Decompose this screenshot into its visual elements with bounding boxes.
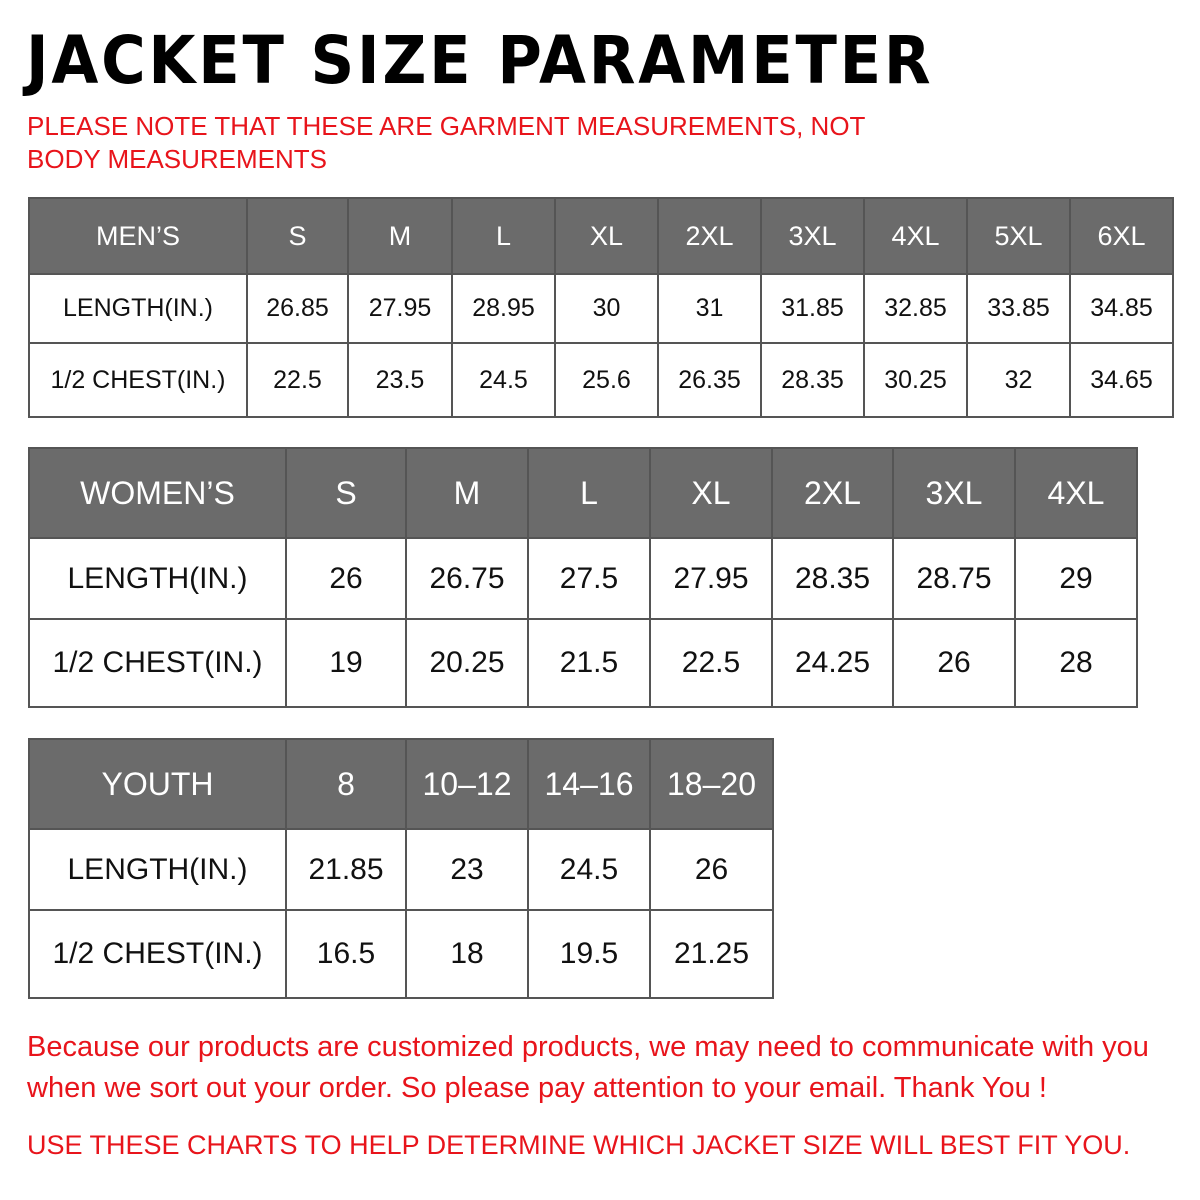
value-cell: 22.5 [649, 618, 773, 708]
value-cell: 30 [554, 273, 659, 344]
table-row: 1/2 CHEST(IN.) 22.5 23.5 24.5 25.6 26.35 28.35… [28, 342, 1174, 418]
table-header-row: YOUTH 8 10–12 14–16 18–20 [28, 738, 774, 830]
table-header-row: MEN’S S M L XL 2XL 3XL 4XL 5XL 6XL [28, 197, 1174, 275]
value-cell: 21.25 [649, 909, 774, 999]
table-row: LENGTH(IN.) 21.85 23 24.5 26 [28, 828, 774, 911]
value-cell: 31.85 [760, 273, 865, 344]
value-cell: 19 [285, 618, 407, 708]
garment-measurement-note: PLEASE NOTE THAT THESE ARE GARMENT MEASU… [27, 111, 865, 174]
value-cell: 28.35 [760, 342, 865, 418]
value-cell: 21.85 [285, 828, 407, 911]
table-row: 1/2 CHEST(IN.) 16.5 18 19.5 21.25 [28, 909, 774, 999]
value-cell: 28.95 [451, 273, 556, 344]
header-cell: 4XL [863, 197, 968, 275]
value-cell: 26 [892, 618, 1016, 708]
header-cell: 14–16 [527, 738, 651, 830]
header-cell: 10–12 [405, 738, 529, 830]
header-cell: 4XL [1014, 447, 1138, 539]
value-cell: 26.85 [246, 273, 349, 344]
value-cell: 20.25 [405, 618, 529, 708]
value-cell: 23.5 [347, 342, 453, 418]
table-header-row: WOMEN’S S M L XL 2XL 3XL 4XL [28, 447, 1138, 539]
row-label-cell: LENGTH(IN.) [28, 828, 287, 911]
value-cell: 33.85 [966, 273, 1071, 344]
header-cell: 2XL [657, 197, 762, 275]
table-row: LENGTH(IN.) 26 26.75 27.5 27.95 28.35 28.75 29 [28, 537, 1138, 620]
header-cell: YOUTH [28, 738, 287, 830]
header-cell: S [246, 197, 349, 275]
header-cell: M [347, 197, 453, 275]
header-cell: S [285, 447, 407, 539]
value-cell: 25.6 [554, 342, 659, 418]
table-row: 1/2 CHEST(IN.) 19 20.25 21.5 22.5 24.25 26 28 [28, 618, 1138, 708]
row-label-cell: LENGTH(IN.) [28, 537, 287, 620]
value-cell: 24.25 [771, 618, 894, 708]
value-cell: 19.5 [527, 909, 651, 999]
table-row: LENGTH(IN.) 26.85 27.95 28.95 30 31 31.85 32.85… [28, 273, 1174, 344]
header-cell: 18–20 [649, 738, 774, 830]
value-cell: 22.5 [246, 342, 349, 418]
value-cell: 28.35 [771, 537, 894, 620]
mens-size-table: MEN’S S M L XL 2XL 3XL 4XL 5XL 6XL LENGTH(IN.) 26.8… [28, 197, 1174, 418]
value-cell: 34.85 [1069, 273, 1174, 344]
value-cell: 28 [1014, 618, 1138, 708]
value-cell: 26 [285, 537, 407, 620]
header-cell: WOMEN’S [28, 447, 287, 539]
header-cell: 3XL [892, 447, 1016, 539]
header-cell: M [405, 447, 529, 539]
value-cell: 23 [405, 828, 529, 911]
value-cell: 24.5 [451, 342, 556, 418]
womens-size-table: WOMEN’S S M L XL 2XL 3XL 4XL LENGTH(IN.) 26 26.75 2… [28, 447, 1138, 708]
customization-notice: Because our products are customized prod… [27, 1031, 1149, 1104]
row-label-cell: LENGTH(IN.) [28, 273, 248, 344]
youth-size-table: YOUTH 8 10–12 14–16 18–20 LENGTH(IN.) 21.85 23 2… [28, 738, 774, 999]
page-title: JACKET SIZE PARAMETER [26, 22, 934, 99]
value-cell: 34.65 [1069, 342, 1174, 418]
header-cell: XL [649, 447, 773, 539]
row-label-cell: 1/2 CHEST(IN.) [28, 909, 287, 999]
row-label-cell: 1/2 CHEST(IN.) [28, 618, 287, 708]
value-cell: 30.25 [863, 342, 968, 418]
value-cell: 18 [405, 909, 529, 999]
value-cell: 32.85 [863, 273, 968, 344]
value-cell: 27.95 [347, 273, 453, 344]
header-cell: 8 [285, 738, 407, 830]
value-cell: 27.5 [527, 537, 651, 620]
size-chart-advice: USE THESE CHARTS TO HELP DETERMINE WHICH… [27, 1130, 1131, 1160]
header-cell: XL [554, 197, 659, 275]
header-cell: 2XL [771, 447, 894, 539]
header-cell: L [527, 447, 651, 539]
header-cell: 5XL [966, 197, 1071, 275]
value-cell: 32 [966, 342, 1071, 418]
value-cell: 26.75 [405, 537, 529, 620]
value-cell: 31 [657, 273, 762, 344]
value-cell: 26 [649, 828, 774, 911]
header-cell: 3XL [760, 197, 865, 275]
value-cell: 27.95 [649, 537, 773, 620]
header-cell: 6XL [1069, 197, 1174, 275]
value-cell: 16.5 [285, 909, 407, 999]
value-cell: 26.35 [657, 342, 762, 418]
value-cell: 24.5 [527, 828, 651, 911]
value-cell: 21.5 [527, 618, 651, 708]
header-cell: MEN’S [28, 197, 248, 275]
row-label-cell: 1/2 CHEST(IN.) [28, 342, 248, 418]
value-cell: 29 [1014, 537, 1138, 620]
header-cell: L [451, 197, 556, 275]
value-cell: 28.75 [892, 537, 1016, 620]
